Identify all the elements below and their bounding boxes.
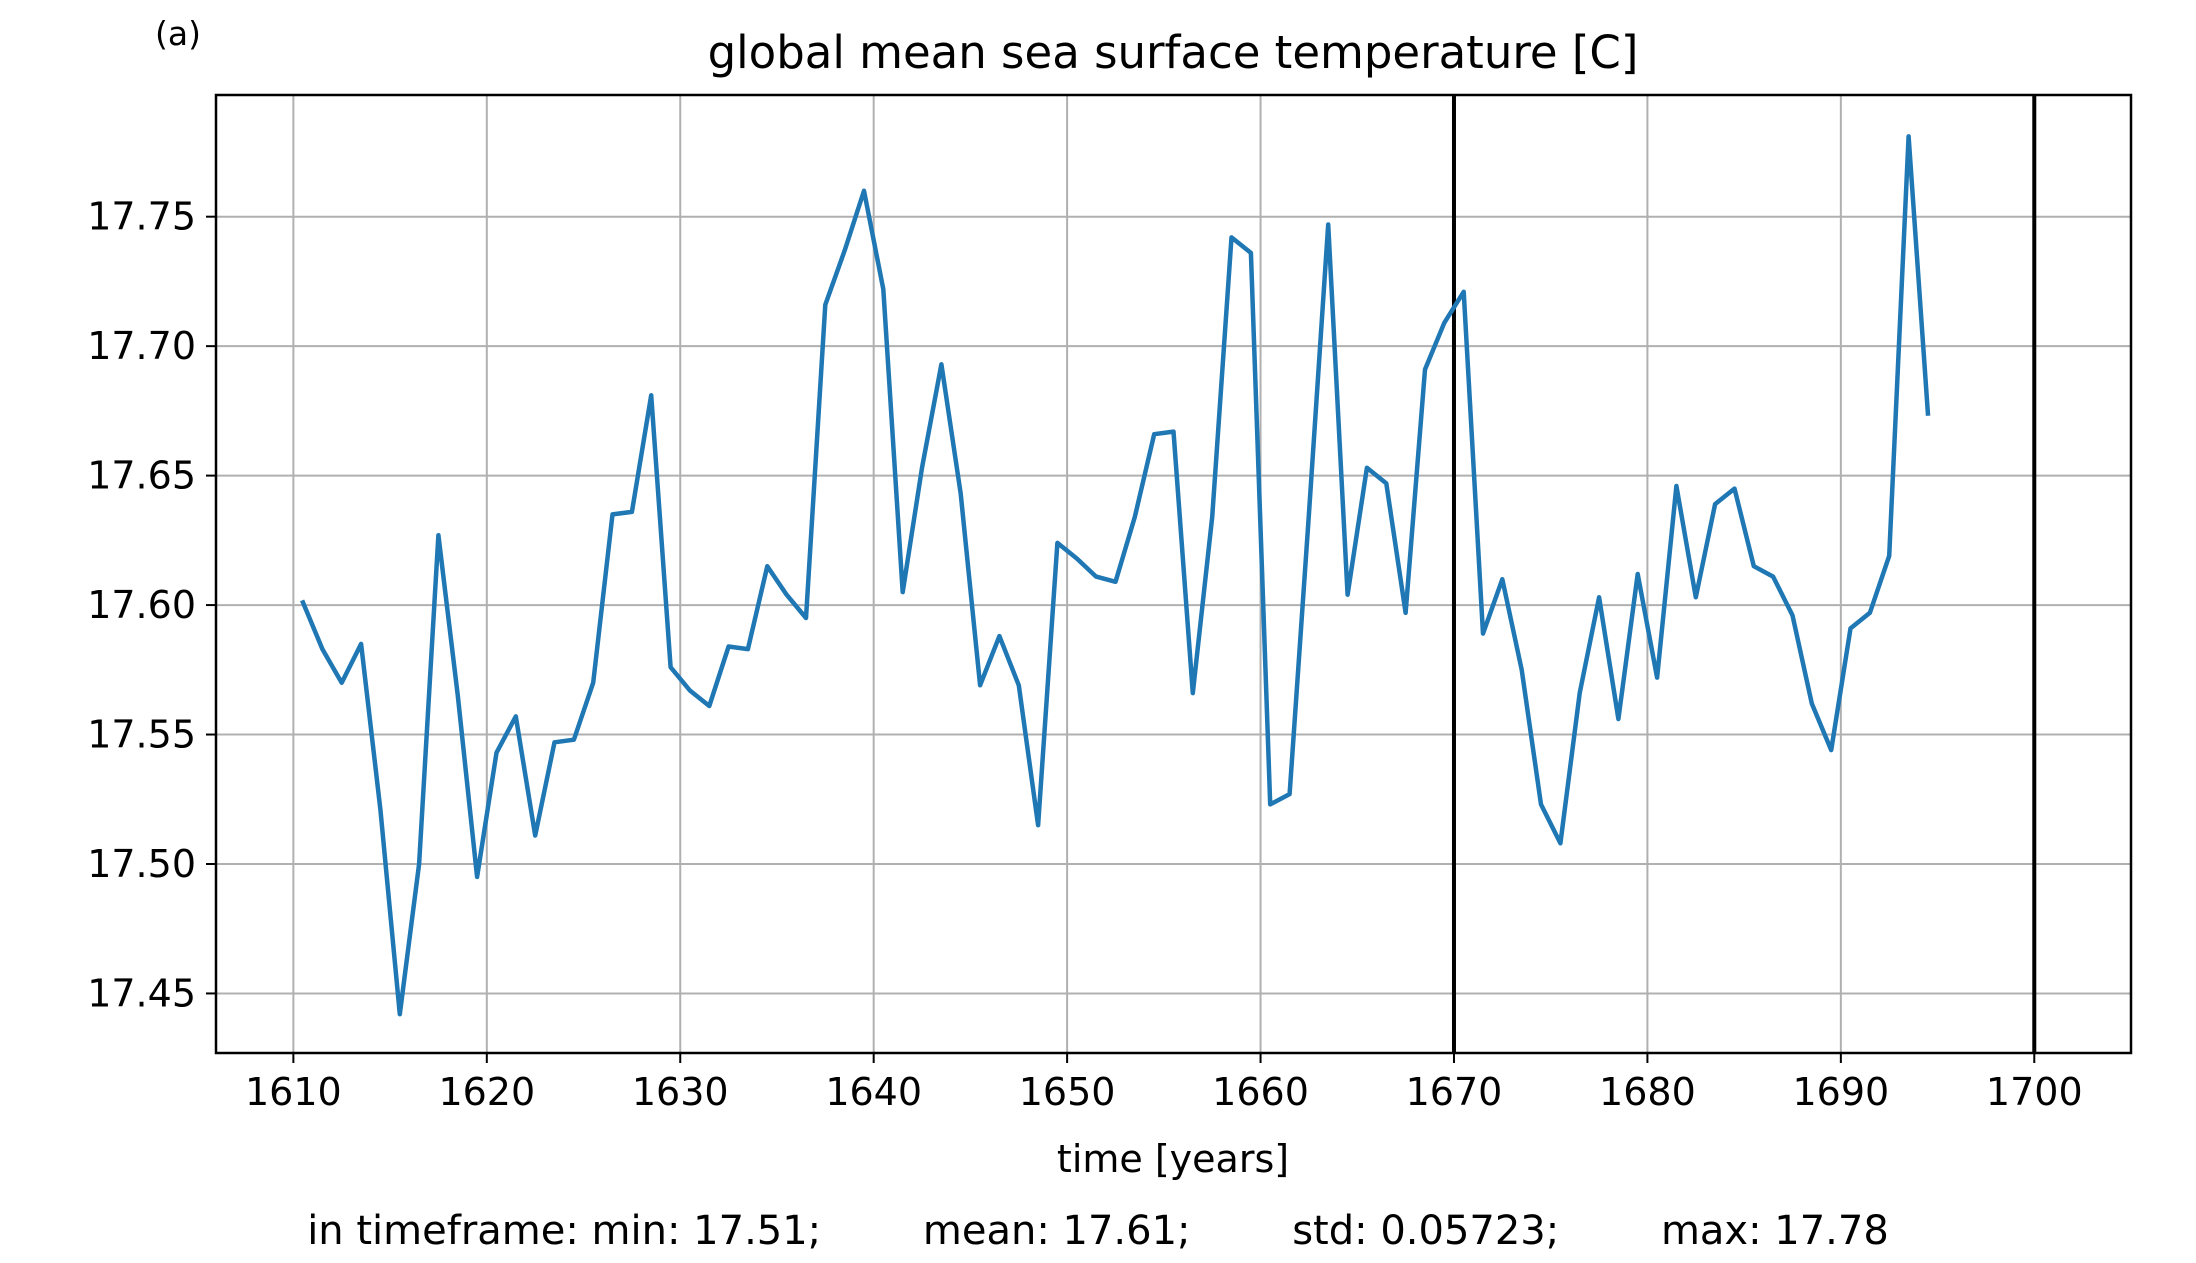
grid-lines bbox=[216, 95, 2131, 1053]
y-tick-label: 17.65 bbox=[87, 454, 196, 498]
x-tick-label: 1660 bbox=[1212, 1070, 1309, 1114]
stat-max: max: 17.78 bbox=[1660, 1208, 1889, 1254]
stat-std: std: 0.05723; bbox=[1292, 1208, 1560, 1254]
y-tick-label: 17.50 bbox=[87, 842, 196, 886]
series-line bbox=[300, 134, 1931, 1017]
plot-frame bbox=[214, 93, 2133, 1055]
stat-min: in timeframe: min: 17.51; bbox=[307, 1208, 822, 1254]
y-tick-label: 17.60 bbox=[87, 583, 196, 627]
x-axis-label: time [years] bbox=[1057, 1137, 1289, 1181]
stat-mean: mean: 17.61; bbox=[922, 1208, 1191, 1254]
x-tick-label: 1640 bbox=[825, 1070, 922, 1114]
y-tick-label: 17.45 bbox=[87, 971, 196, 1015]
x-tick-label: 1610 bbox=[245, 1070, 342, 1114]
x-tick-label: 1620 bbox=[438, 1070, 535, 1114]
x-tick-label: 1690 bbox=[1792, 1070, 1889, 1114]
data-series bbox=[300, 134, 1931, 1017]
stats-summary: in timeframe: min: 17.51; mean: 17.61; s… bbox=[0, 1208, 2196, 1254]
y-tick-label: 17.70 bbox=[87, 324, 196, 368]
chart-title: global mean sea surface temperature [C] bbox=[708, 26, 1639, 79]
vertical-marker-lines bbox=[1451, 95, 2037, 1053]
x-tick-label: 1650 bbox=[1019, 1070, 1116, 1114]
x-tick-label: 1630 bbox=[632, 1070, 729, 1114]
x-tick-label: 1680 bbox=[1599, 1070, 1696, 1114]
y-tick-label: 17.55 bbox=[87, 713, 196, 757]
x-tick-label: 1670 bbox=[1406, 1070, 1503, 1114]
x-axis-ticks: 1610 1620 1630 1640 1650 1660 1670 1680 1690 1700 bbox=[245, 1053, 2083, 1114]
y-tick-label: 17.75 bbox=[87, 195, 196, 239]
x-tick-label: 1700 bbox=[1986, 1070, 2083, 1114]
panel-label: (a) bbox=[155, 14, 201, 53]
y-axis-ticks: 17.45 17.50 17.55 17.60 17.65 17.70 17.75 bbox=[87, 195, 216, 1015]
